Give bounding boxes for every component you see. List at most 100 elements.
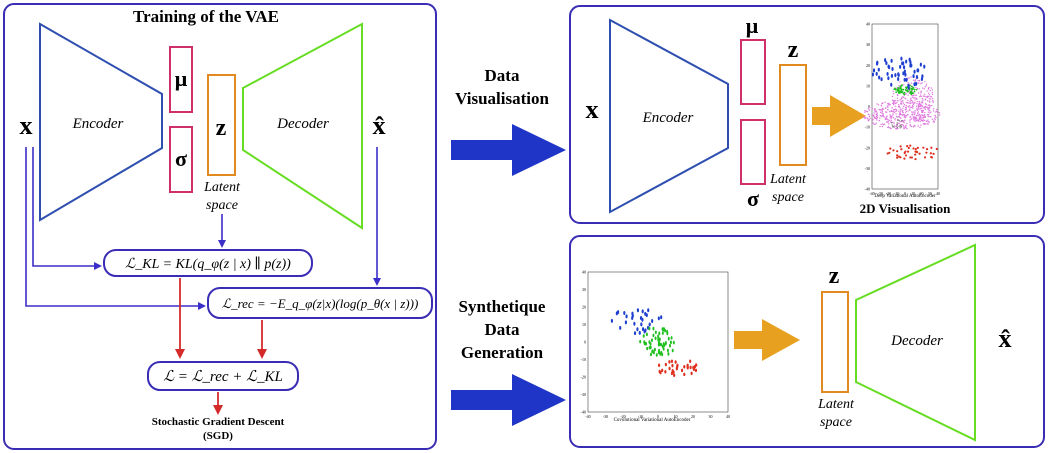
vis-plot-point [914,153,917,156]
vis-plot-point [875,117,878,120]
vis-plot-xtick: -20 [886,191,891,196]
loss-rec-formula: ℒ_rec = −E_q_φ(z|x)(log(p_θ(x | z))) [222,296,419,311]
vis-plot-point [910,125,913,128]
gen-plot-caption: Covolutional Variational AutoEncoder [614,418,691,423]
gen-latent-label-2: space [820,415,852,430]
vis-plot-point [874,123,876,126]
vis-plot-point [885,61,888,66]
vis-plot-point [885,111,888,113]
vis-plot-point [876,112,878,114]
vis-plot-point [880,115,883,117]
vis-plot-xtick: -30 [878,191,883,196]
vis-plot-point [889,114,891,116]
gen-output-xhat-label: x̂ [999,324,1012,353]
vis-latent-label-1: Latent [769,172,807,187]
vis-plot-point [875,122,878,125]
big-arrow-to-generation [451,374,566,426]
vis-plot-point [933,117,936,119]
vis-plot-point [921,105,924,108]
vis-plot-point [926,106,929,109]
vis-plot-point [901,111,904,113]
vis-plot-point [899,106,901,108]
vis-plot-point [892,121,894,123]
gen-plot-xtick: 0 [657,414,659,419]
vis-plot-point [881,108,883,111]
vis-plot-point [888,119,891,121]
vis-plot-point [900,103,903,105]
vis-plot-point [911,100,914,102]
vis-plot-point [881,125,883,128]
vis-plot-point [912,79,915,81]
vis-plot-xtick: 10 [911,191,915,196]
gen-plot-point [690,371,693,376]
vis-plot-point [899,110,902,112]
vis-plot-point [930,96,933,98]
vis-plot-point [889,147,892,150]
vis-plot-point [907,77,909,79]
vis-plot-point [881,111,884,113]
vis-plot-point [914,80,916,82]
vis-plot-point [916,100,918,103]
big-arrow-to-visualisation [451,124,566,176]
gen-plot-point [693,364,697,369]
vis-plot-point [932,152,935,155]
vis-plot-point [876,113,878,115]
vis-plot-point [920,77,924,82]
vis-plot-point [913,90,916,93]
gen-plot-point [652,333,655,338]
vis-plot-point [919,107,922,110]
vis-plot-point [877,67,880,72]
vis-plot-point [892,90,894,93]
vis-plot-point [909,144,912,147]
vis-plot-point [914,102,916,104]
vis-plot-point [881,110,883,112]
vis-plot-point [919,120,921,123]
vis-plot-point [917,82,919,84]
gen-plot-xtick: 20 [691,414,695,419]
vis-plot-point [911,111,913,113]
vis-plot-point [900,126,902,128]
vis-plot-point [888,65,891,70]
vis-plot-point [915,88,918,91]
vis-plot-point [920,107,923,110]
vis-plot-point [923,156,927,159]
vis-plot-point [897,77,900,82]
vis-plot-point [880,77,883,82]
vis-plot-point [906,90,909,93]
gen-plot-point [654,336,657,341]
vis-plot-point [922,95,925,97]
synth-label-1: Synthetique [459,297,546,316]
gen-plot-point [671,348,674,353]
vis-plot-point [921,82,923,84]
vis-plot-point [935,147,938,151]
vis-plot-point [894,117,896,120]
vis-plot-point [867,108,870,110]
gen-plot-point [651,319,654,324]
vis-plot-point [914,94,916,96]
vis-plot-point [932,110,935,112]
gen-plot-point [633,321,636,326]
vis-plot-point [866,117,868,119]
vis-plot-ytick: -20 [865,145,870,150]
vis-plot-point [911,91,913,94]
gen-plot-point [641,317,644,322]
vis-plot-point [910,102,912,104]
vis-plot-point [898,122,900,125]
vis-plot-point [868,106,871,108]
gen-plot-ytick: -30 [581,392,586,397]
vis-plot-point [894,105,897,107]
gen-plot-point [641,309,644,314]
vis-plot-point [928,109,931,112]
vis-plot-point [907,94,909,96]
vis-plot-point [892,100,895,102]
vis-plot-point [923,115,925,117]
gen-plot-point [652,350,655,355]
vis-plot-point [896,122,898,124]
data-vis-label-2: Visualisation [455,89,549,108]
vis-plot-point [913,118,915,120]
vis-plot-point [931,93,934,96]
gen-plot-point [683,365,686,369]
vis-plot-point [917,104,920,107]
vis-plot-point [915,150,918,154]
vae-training-title: Training of the VAE [133,7,279,26]
